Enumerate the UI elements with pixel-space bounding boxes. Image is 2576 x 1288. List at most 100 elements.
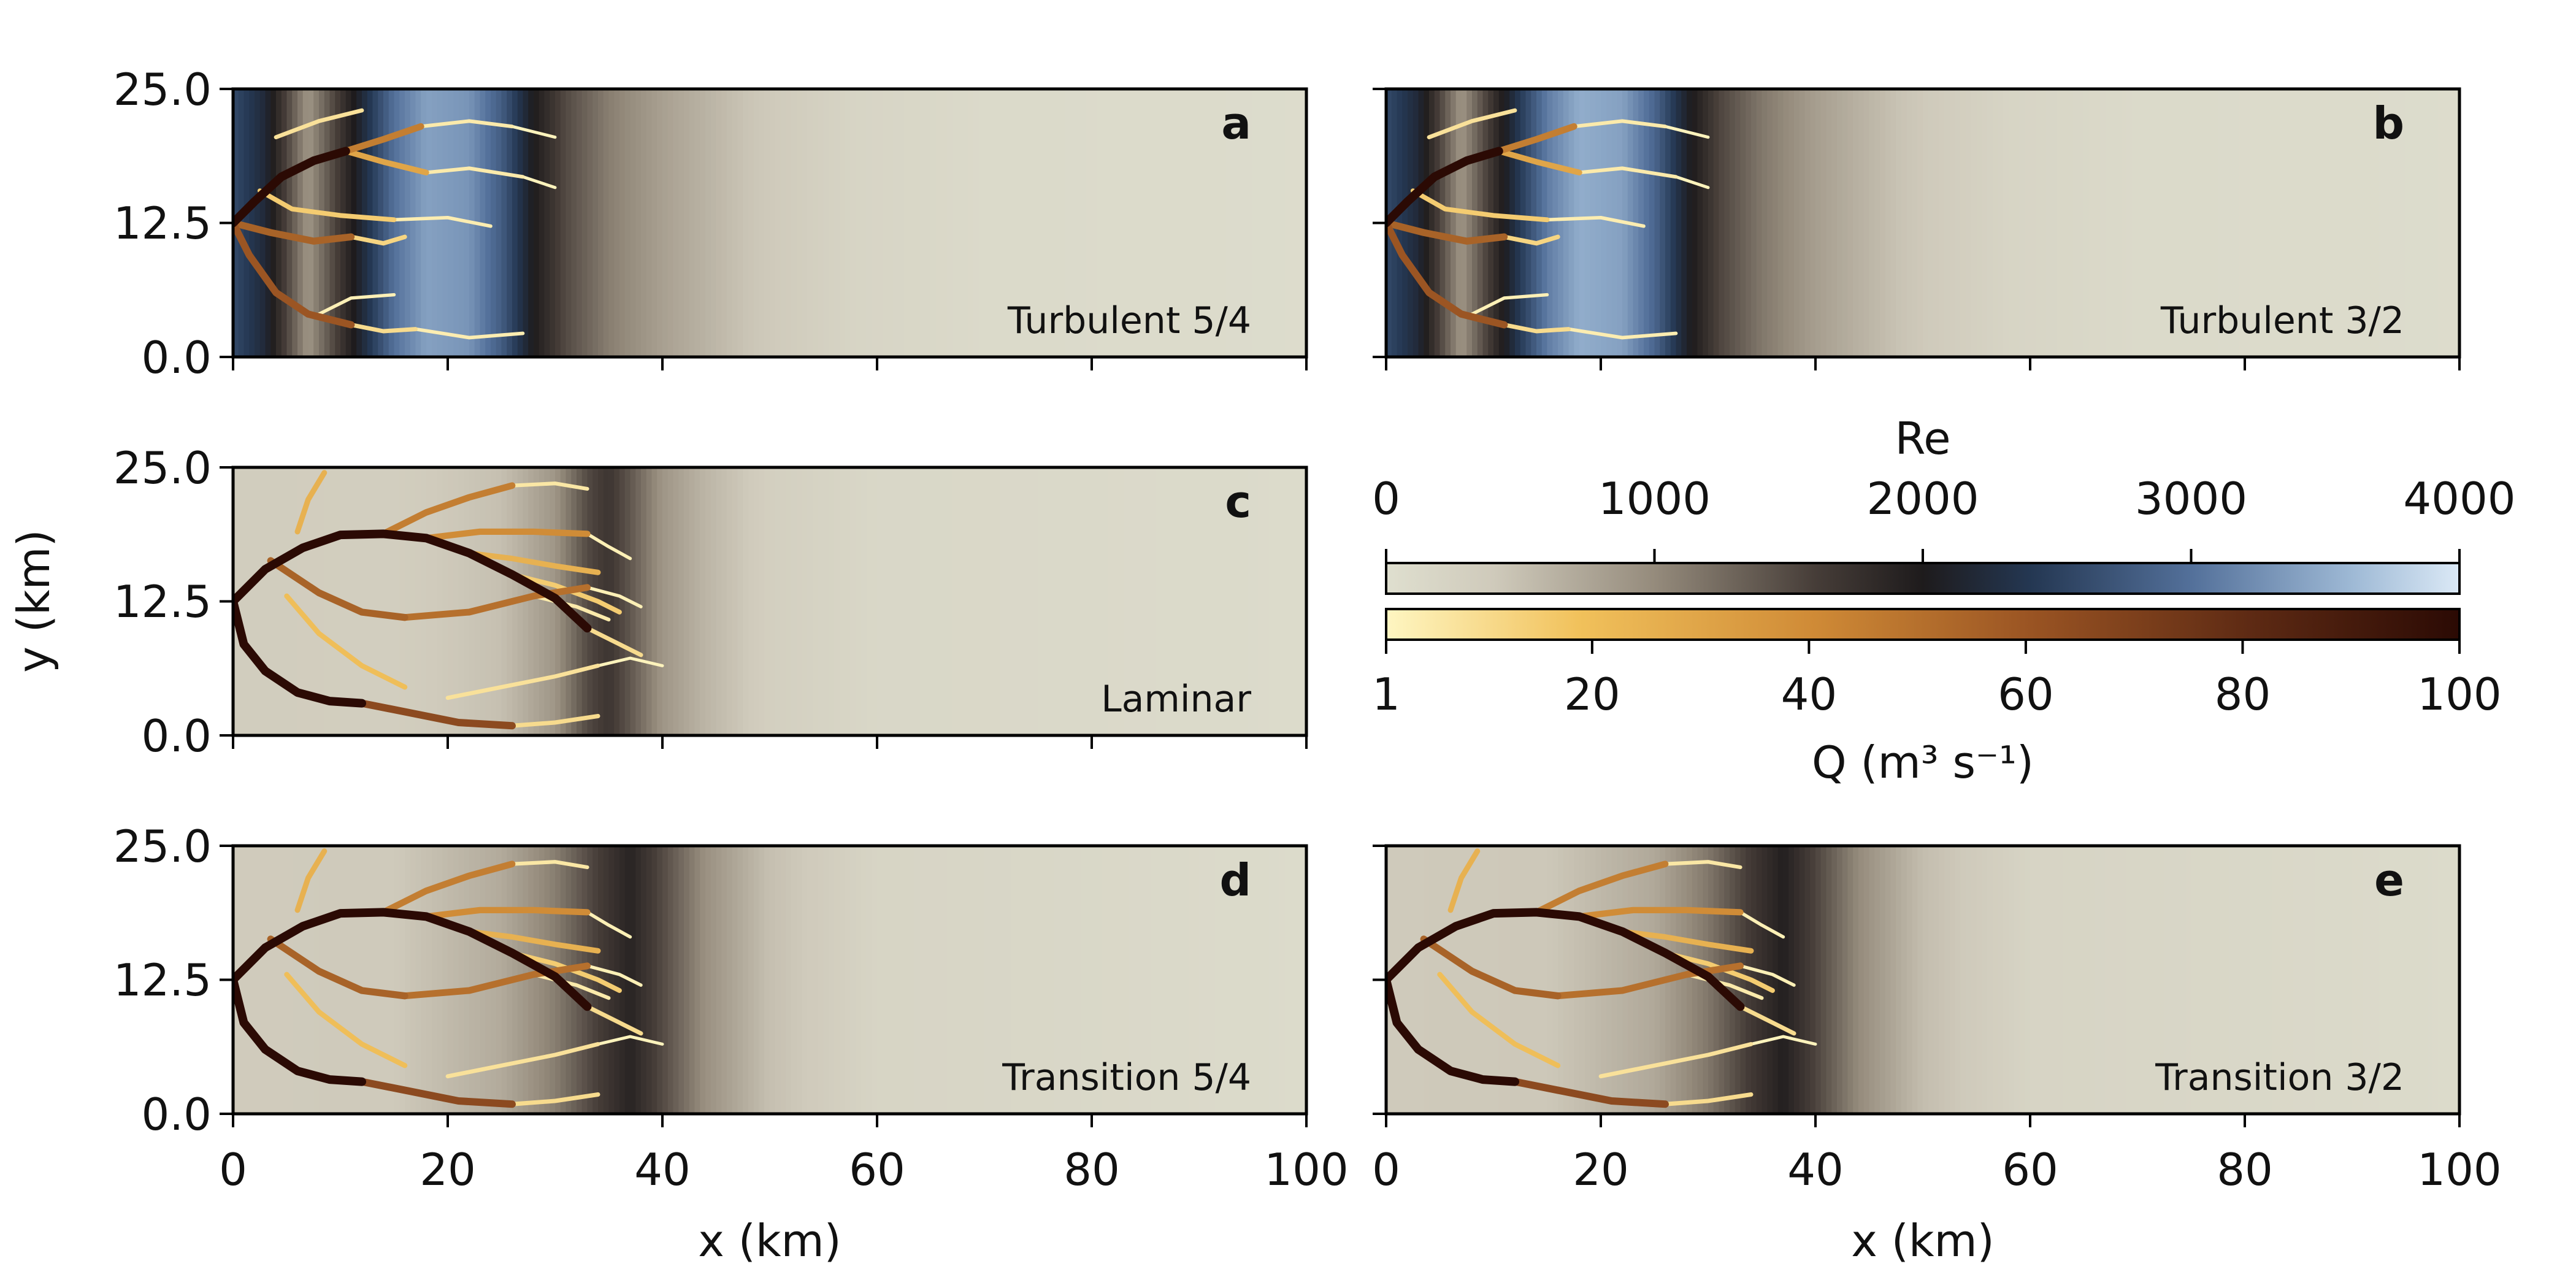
re-field-cell (1188, 89, 1195, 357)
re-field-cell (1016, 846, 1023, 1114)
re-field-cell (1274, 467, 1281, 735)
x-ticks-c (232, 735, 1308, 749)
channel (1420, 935, 1562, 1000)
re-field-cell (324, 89, 331, 357)
x-axis-label-right: x (km) (1851, 1215, 1995, 1267)
channel-network-b (1386, 108, 1710, 340)
channel (358, 699, 516, 730)
re-field-cell (995, 467, 1002, 735)
re-field-cell (1295, 89, 1302, 357)
re-field-cell (619, 846, 626, 1114)
re-field-cell (1301, 89, 1306, 357)
re-field-cell (265, 467, 272, 735)
channel (1447, 848, 1481, 913)
channel (466, 550, 601, 575)
re-field-cell (678, 89, 684, 357)
re-field-cell (1520, 846, 1527, 1114)
re-field-cell (829, 467, 835, 735)
re-field-cell (2019, 89, 2026, 357)
re-tick-label: 2000 (1866, 473, 1979, 524)
re-field-cell (458, 467, 465, 735)
channel (233, 219, 355, 245)
re-field-cell (1906, 89, 1913, 357)
re-field-cell (453, 89, 459, 357)
re-field-cell (453, 467, 459, 735)
re-field-cell (1268, 89, 1275, 357)
re-field-cell (405, 89, 411, 357)
re-field-cell (362, 89, 368, 357)
re-field-cell (727, 467, 733, 735)
re-field-cell (1081, 89, 1087, 357)
re-field-cell (748, 89, 754, 357)
re-field-cell (1178, 89, 1184, 357)
re-field-cell (710, 467, 717, 735)
re-field-cell (238, 467, 245, 735)
re-field-cell (829, 846, 835, 1114)
channel (294, 848, 328, 913)
re-field-cell (383, 846, 389, 1114)
re-tick-label: 0 (1372, 473, 1400, 524)
re-field-cell (1124, 846, 1130, 1114)
channel (1386, 219, 1508, 245)
re-field-cell (1408, 846, 1414, 1114)
re-field-cell (1054, 89, 1060, 357)
re-field-cell (539, 467, 545, 735)
re-field-cell (759, 89, 765, 357)
re-field-cell (2336, 846, 2342, 1114)
channel (1511, 1078, 1669, 1108)
re-field-cell (1102, 89, 1109, 357)
re-field-cell (818, 846, 824, 1114)
re-field-cell (1301, 467, 1306, 735)
re-field-cell (1263, 89, 1270, 357)
re-field-cell (930, 467, 937, 735)
re-field-cell (1156, 467, 1162, 735)
x-ticks-b (1385, 357, 2461, 370)
re-field-cell (1247, 467, 1254, 735)
re-field-cell (356, 846, 362, 1114)
re-field-cell (410, 846, 416, 1114)
re-field-cell (383, 467, 389, 735)
re-field-cell (694, 89, 701, 357)
re-field-cell (1070, 846, 1076, 1114)
re-field-cell (2137, 846, 2144, 1114)
re-field-cell (872, 89, 878, 357)
re-field-cell (2325, 89, 2331, 357)
channel-network-e (1386, 848, 1817, 1108)
re-field-cell (963, 846, 969, 1114)
re-tick-label: 4000 (2403, 473, 2515, 524)
re-field-cell (539, 89, 545, 357)
re-field-cell (1531, 89, 1537, 357)
re-field-cell (1022, 89, 1028, 357)
re-field-cell (2390, 846, 2396, 1114)
re-field-cell (2110, 89, 2117, 357)
re-field-cell (1896, 846, 1902, 1114)
re-field-cell (1799, 89, 1806, 357)
re-field-cell (1178, 467, 1184, 735)
re-field-cell (442, 846, 448, 1114)
re-field-cell (1617, 846, 1623, 1114)
re-field-cell (1466, 89, 1473, 357)
re-field-cell (1172, 467, 1178, 735)
re-field-cell (2175, 89, 2181, 357)
re-field-cell (845, 467, 851, 735)
re-field-cell (989, 467, 996, 735)
re-field-cell (1606, 89, 1612, 357)
re-field-cell (1102, 846, 1109, 1114)
re-field-cell (1054, 467, 1060, 735)
re-field-cell (1279, 89, 1286, 357)
re-field-cell (979, 467, 985, 735)
x-tick-label: 80 (2217, 1144, 2273, 1195)
re-field-cell (1880, 89, 1886, 357)
q-tick-label: 1 (1372, 669, 1400, 720)
channel (1663, 125, 1710, 139)
re-field-cell (2454, 846, 2459, 1114)
re-field-cell (2266, 89, 2272, 357)
re-field-cell (480, 846, 486, 1114)
re-field-cell (925, 846, 932, 1114)
re-field-cell (1713, 89, 1720, 357)
re-field-cell (1912, 846, 1919, 1114)
y-axis-c: 0.0 12.5 25.0 (113, 442, 233, 762)
re-field-cell (1971, 846, 1977, 1114)
re-field-cell (791, 89, 797, 357)
re-field-cell (1038, 89, 1045, 357)
